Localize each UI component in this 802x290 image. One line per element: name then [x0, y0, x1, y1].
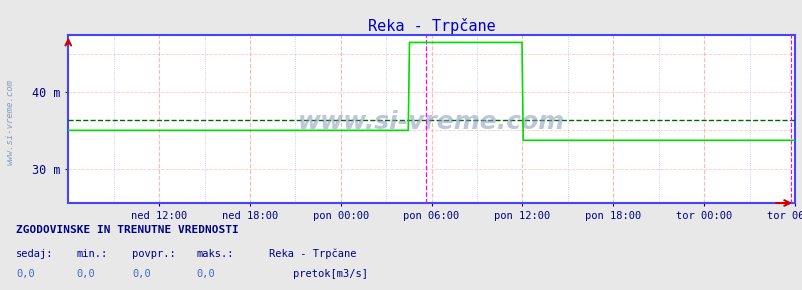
Text: povpr.:: povpr.: [132, 249, 176, 259]
Text: pretok[m3/s]: pretok[m3/s] [293, 269, 367, 279]
Text: maks.:: maks.: [196, 249, 234, 259]
Text: www.si-vreme.com: www.si-vreme.com [5, 79, 14, 165]
Text: sedaj:: sedaj: [16, 249, 54, 259]
Text: 0,0: 0,0 [16, 269, 34, 279]
Text: www.si-vreme.com: www.si-vreme.com [298, 110, 565, 134]
Title: Reka - Trpčane: Reka - Trpčane [367, 18, 495, 34]
Text: min.:: min.: [76, 249, 107, 259]
Text: 0,0: 0,0 [196, 269, 215, 279]
Text: ZGODOVINSKE IN TRENUTNE VREDNOSTI: ZGODOVINSKE IN TRENUTNE VREDNOSTI [16, 225, 238, 235]
Text: Reka - Trpčane: Reka - Trpčane [269, 248, 356, 259]
Text: 0,0: 0,0 [76, 269, 95, 279]
Text: 0,0: 0,0 [132, 269, 151, 279]
